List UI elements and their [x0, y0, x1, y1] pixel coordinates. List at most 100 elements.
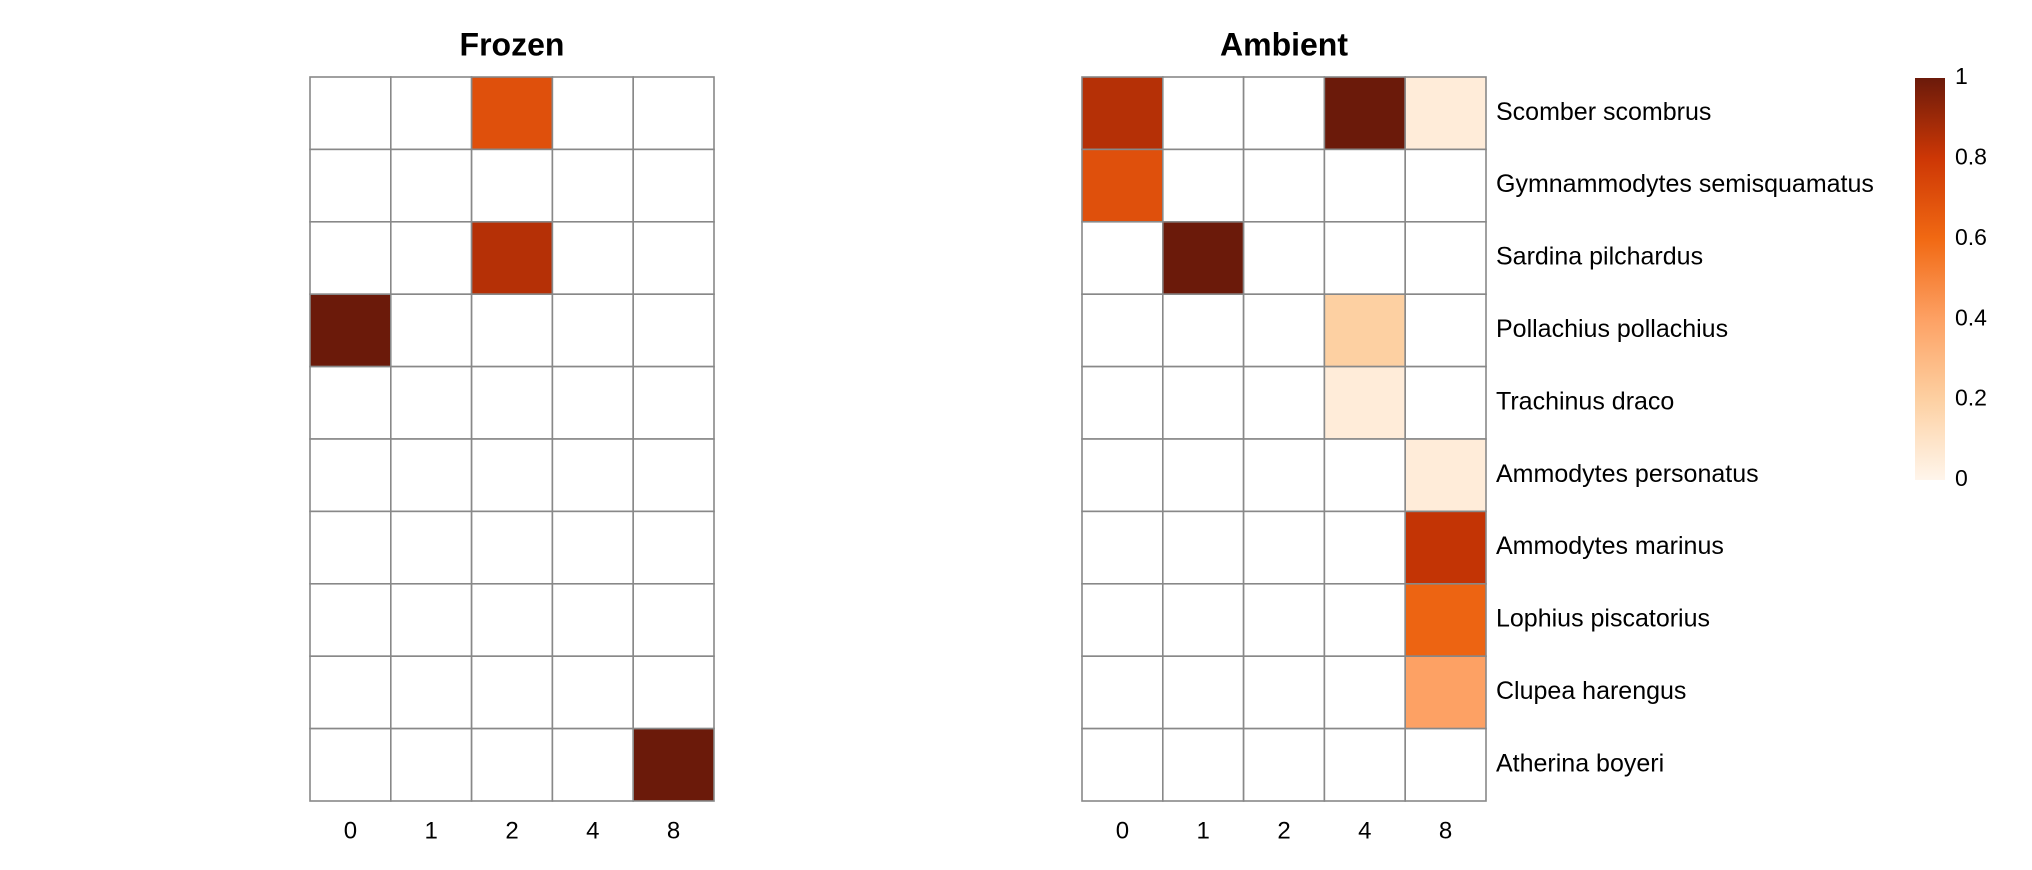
heatmap-cell	[632, 582, 715, 657]
heatmap-cell	[1404, 76, 1487, 151]
species-label: Ammodytes marinus	[1496, 532, 1724, 560]
heatmap-cell	[309, 727, 392, 802]
heatmap-cell	[389, 727, 473, 802]
heatmap-cell	[551, 365, 635, 440]
heatmap-cell	[551, 221, 635, 296]
heatmap-cell	[1162, 148, 1245, 223]
species-label: Gymnammodytes semisquamatus	[1496, 170, 1874, 198]
heatmap-cell	[1323, 582, 1407, 657]
heatmap-panels: Frozen 0 1 2 4 8 Ambient 0 1 2 4 8	[309, 26, 1487, 844]
species-label: Ammodytes personatus	[1496, 460, 1759, 488]
heatmap-cell	[1242, 76, 1326, 151]
legend-tick-labels: 0 0.2 0.4 0.6 0.8 1	[1955, 63, 1987, 491]
heatmap-cell	[1323, 221, 1407, 296]
heatmap-cell	[1323, 365, 1407, 440]
heatmap-cell	[470, 582, 554, 657]
heatmap-cell	[632, 221, 715, 296]
heatmap-cell	[1162, 365, 1245, 440]
heatmap-cell	[632, 365, 715, 440]
heatmap-cell	[1242, 438, 1326, 513]
legend-tick-label: 0	[1955, 465, 1968, 491]
heatmap-cell	[632, 655, 715, 730]
heatmap-cell	[1162, 438, 1245, 513]
color-legend: 0 0.2 0.4 0.6 0.8 1	[1915, 63, 1987, 491]
heatmap-cell	[551, 510, 635, 585]
x-tick-label: 8	[1439, 817, 1452, 844]
heatmap-cell	[389, 76, 473, 151]
heatmap-cell	[1242, 221, 1326, 296]
heatmap-cell	[470, 510, 554, 585]
heatmap-cell	[1323, 510, 1407, 585]
heatmap-cell	[1242, 655, 1326, 730]
heatmap-cell	[389, 221, 473, 296]
heatmap-cell	[632, 148, 715, 223]
legend-colorbar	[1915, 78, 1945, 480]
heatmap-cell	[551, 582, 635, 657]
heatmap-cell	[551, 727, 635, 802]
heatmap-cell	[1404, 148, 1487, 223]
heatmap-cell	[470, 221, 554, 296]
heatmap-cell	[389, 293, 473, 368]
heatmap-cell	[1081, 655, 1164, 730]
heatmap-cell	[1242, 727, 1326, 802]
heatmap-cell	[309, 582, 392, 657]
heatmap-cell	[632, 76, 715, 151]
heatmap-cell	[1081, 727, 1164, 802]
heatmap-cell	[632, 293, 715, 368]
heatmap-cell	[632, 438, 715, 513]
heatmap-cell	[551, 438, 635, 513]
heatmap-cell	[1404, 221, 1487, 296]
x-tick-label: 4	[1358, 817, 1371, 844]
heatmap-cell	[389, 148, 473, 223]
heatmap-cell	[1242, 148, 1326, 223]
x-tick-label: 2	[505, 817, 518, 844]
species-label: Scomber scombrus	[1496, 98, 1711, 126]
heatmap-cell	[309, 221, 392, 296]
heatmap-panel-ambient: Ambient 0 1 2 4 8	[1081, 26, 1487, 844]
species-labels: Scomber scombrus Gymnammodytes semisquama…	[1496, 98, 1874, 778]
species-label: Sardina pilchardus	[1496, 243, 1703, 271]
x-tick-label: 0	[344, 817, 357, 844]
heatmap-cell	[551, 655, 635, 730]
panel-title: Frozen	[460, 26, 565, 62]
heatmap-cell	[1323, 655, 1407, 730]
species-label: Lophius piscatorius	[1496, 605, 1710, 633]
heatmap-cell	[389, 655, 473, 730]
heatmap-cell	[1162, 727, 1245, 802]
heatmap-cell	[1162, 76, 1245, 151]
heatmap-cell	[1081, 438, 1164, 513]
legend-tick-label: 1	[1955, 63, 1968, 89]
heatmap-cell	[1081, 76, 1164, 151]
heatmap-cell	[309, 76, 392, 151]
heatmap-cell	[1162, 582, 1245, 657]
heatmap-panel-frozen: Frozen 0 1 2 4 8	[309, 26, 715, 844]
heatmap-cell	[470, 438, 554, 513]
heatmap-cell	[1081, 148, 1164, 223]
x-tick-label: 2	[1277, 817, 1290, 844]
heatmap-cell	[470, 727, 554, 802]
heatmap-cell	[1081, 510, 1164, 585]
heatmap-cell	[470, 293, 554, 368]
heatmap-cell	[1404, 365, 1487, 440]
x-tick-label: 1	[425, 817, 438, 844]
heatmap-cell	[551, 76, 635, 151]
heatmap-cell	[309, 655, 392, 730]
x-tick-label: 8	[667, 817, 680, 844]
heatmap-cell	[1081, 582, 1164, 657]
panel-title: Ambient	[1220, 26, 1348, 62]
species-label: Pollachius pollachius	[1496, 315, 1728, 343]
heatmap-cell	[1404, 293, 1487, 368]
heatmap-cell	[470, 76, 554, 151]
x-tick-label: 1	[1197, 817, 1210, 844]
x-tick-label: 4	[586, 817, 599, 844]
heatmap-cell	[309, 365, 392, 440]
heatmap-cell	[632, 510, 715, 585]
heatmap-cell	[309, 438, 392, 513]
heatmap-cell	[1081, 365, 1164, 440]
heatmap-cell	[1081, 293, 1164, 368]
heatmap-cell	[309, 148, 392, 223]
heatmap-cell	[470, 655, 554, 730]
heatmap-cell	[470, 148, 554, 223]
heatmap-cell	[1323, 293, 1407, 368]
heatmap-cell	[309, 510, 392, 585]
